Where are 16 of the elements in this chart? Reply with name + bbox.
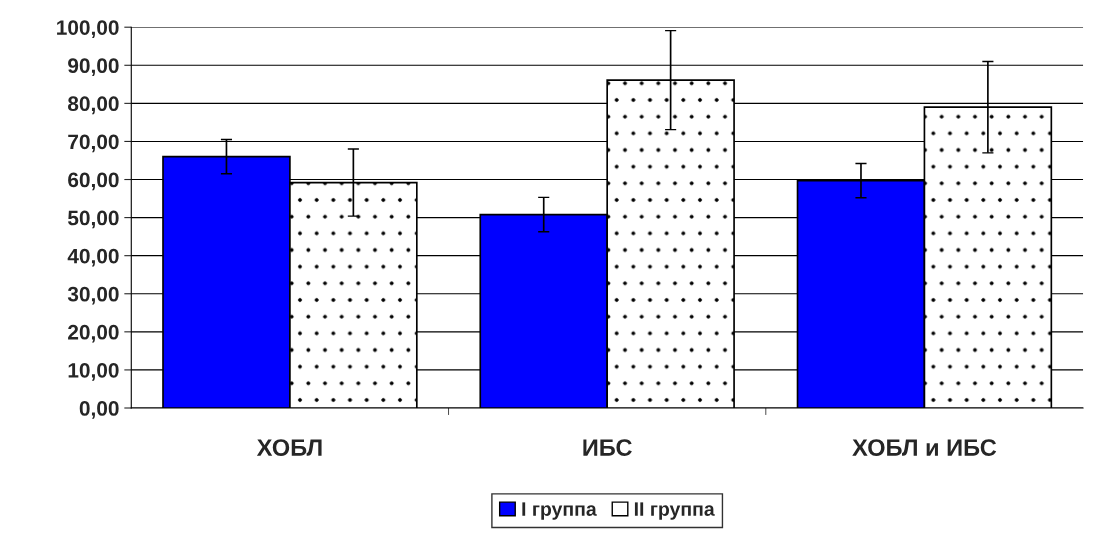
y-tick-label: 0,00 [79,401,119,419]
y-tick-label: 20,00 [68,324,119,343]
y-tick-label: 50,00 [67,210,119,229]
x-tick-label: ХОБЛ и ИБС [852,439,997,456]
y-tick-label: 70,00 [68,134,119,153]
legend-label: II группа [634,502,715,520]
y-tick-label: 30,00 [67,286,119,305]
y-tick-label: 40,00 [67,248,119,267]
y-tick-label: 100,00 [57,20,119,38]
y-tick-label: 60,00 [68,172,119,191]
y-tick-label: 10,00 [68,362,119,381]
x-tick-label: ИБС [583,439,632,456]
y-tick-label: 90,00 [68,58,119,77]
legend-label: I группа [522,502,597,520]
x-tick-label: ХОБЛ [256,439,322,456]
y-tick-label: 80,00 [68,96,119,115]
